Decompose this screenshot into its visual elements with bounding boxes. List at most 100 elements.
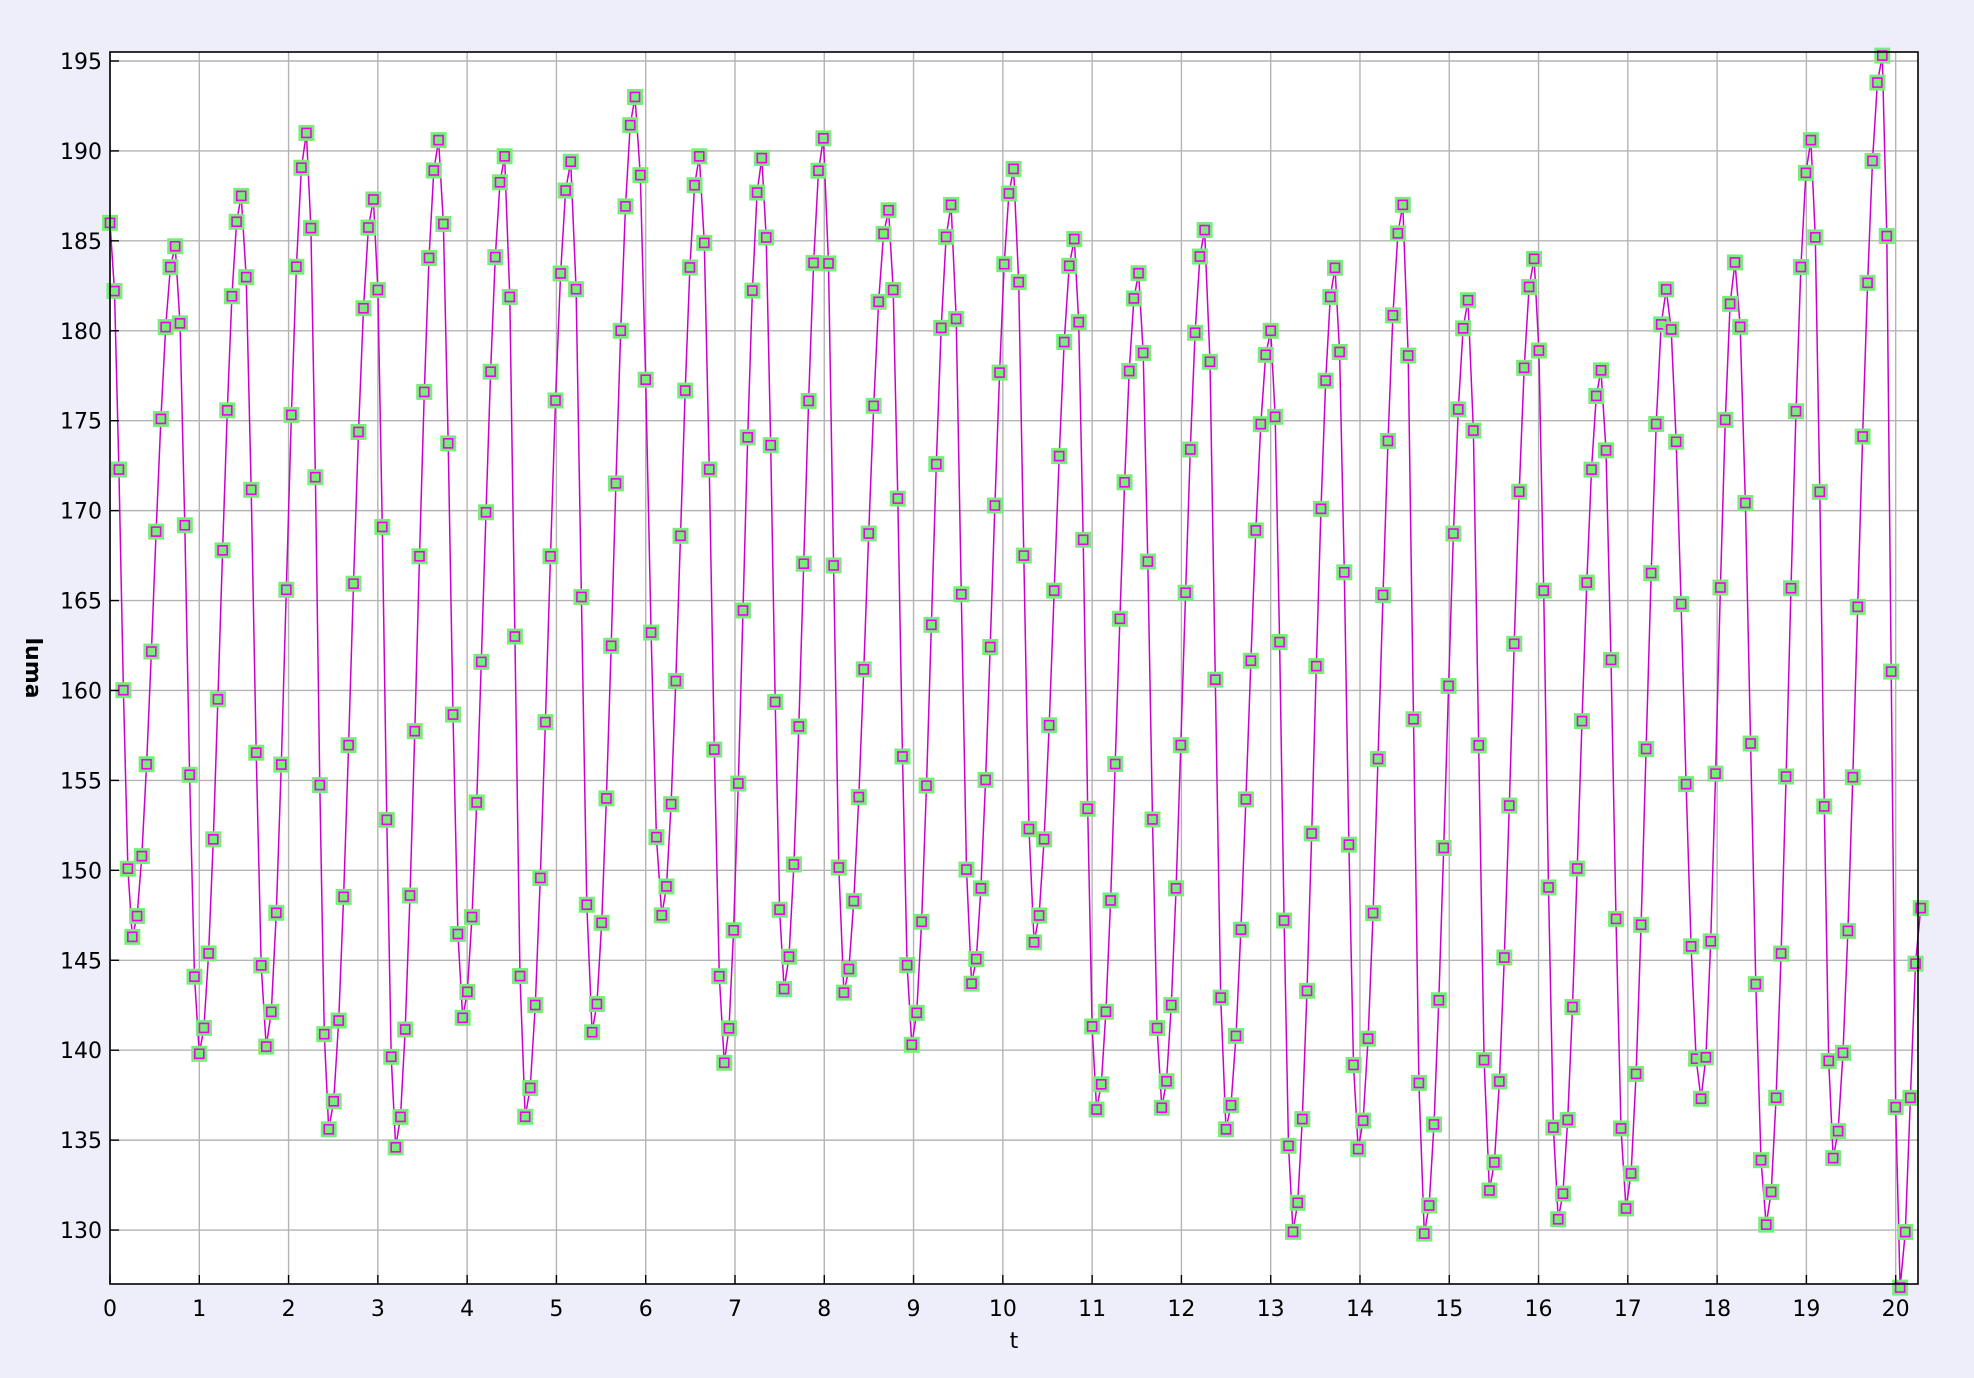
data-point-halo bbox=[835, 984, 852, 1001]
data-point bbox=[1315, 503, 1327, 515]
data-point-halo bbox=[584, 1024, 601, 1041]
data-point-halo bbox=[840, 961, 857, 978]
data-point-halo bbox=[449, 926, 466, 943]
data-point bbox=[1428, 1119, 1440, 1130]
data-point bbox=[1675, 598, 1687, 610]
data-point-halo bbox=[850, 789, 867, 806]
data-point-halo bbox=[278, 581, 295, 598]
data-point bbox=[848, 895, 860, 907]
data-point-halo bbox=[1227, 1027, 1244, 1044]
data-point-halo bbox=[1005, 160, 1022, 177]
data-point-halo bbox=[1907, 955, 1924, 972]
data-point-halo bbox=[1811, 483, 1828, 500]
data-point bbox=[1557, 1188, 1569, 1199]
data-point-halo bbox=[982, 639, 999, 656]
data-point bbox=[698, 237, 710, 249]
data-point bbox=[661, 881, 672, 892]
data-point-halo bbox=[1149, 1020, 1166, 1037]
data-point-halo bbox=[205, 831, 222, 848]
data-point bbox=[423, 252, 435, 264]
data-point bbox=[591, 998, 603, 1010]
data-point bbox=[545, 551, 556, 562]
data-point-halo bbox=[1470, 737, 1487, 754]
data-point-halo bbox=[1717, 411, 1734, 428]
data-point bbox=[1397, 199, 1409, 211]
data-point-halo bbox=[1783, 580, 1800, 597]
data-point-halo bbox=[293, 159, 310, 176]
data-point bbox=[179, 519, 191, 531]
data-point bbox=[377, 521, 388, 533]
data-point bbox=[1484, 1185, 1495, 1196]
data-point bbox=[1452, 404, 1464, 415]
data-point bbox=[1645, 567, 1657, 579]
data-point-halo bbox=[1070, 314, 1087, 331]
data-point-halo bbox=[1061, 257, 1078, 274]
data-point-halo bbox=[1573, 713, 1590, 730]
data-point-halo bbox=[1010, 274, 1027, 291]
data-point bbox=[1650, 418, 1662, 430]
data-point bbox=[1548, 1122, 1559, 1133]
data-point bbox=[1362, 1033, 1374, 1044]
data-point-halo bbox=[1820, 1052, 1837, 1069]
data-point bbox=[1586, 464, 1597, 475]
data-point bbox=[620, 201, 631, 212]
data-point-halo bbox=[1144, 811, 1161, 828]
data-point-halo bbox=[1550, 1211, 1567, 1228]
data-point bbox=[381, 814, 393, 826]
data-point bbox=[560, 185, 571, 196]
data-point-halo bbox=[106, 283, 123, 300]
data-point-halo bbox=[110, 461, 127, 478]
data-point bbox=[1513, 486, 1525, 498]
data-point-halo bbox=[1271, 634, 1288, 651]
plot-area bbox=[110, 52, 1918, 1284]
data-point-halo bbox=[860, 525, 877, 542]
data-point-halo bbox=[1308, 658, 1325, 675]
data-point-halo bbox=[288, 258, 305, 275]
data-point bbox=[462, 986, 473, 998]
data-point bbox=[998, 258, 1010, 270]
data-point bbox=[945, 199, 957, 211]
data-point bbox=[713, 970, 725, 982]
data-point-halo bbox=[1196, 222, 1213, 239]
data-point bbox=[645, 627, 657, 638]
data-point bbox=[670, 675, 682, 687]
data-point bbox=[1053, 450, 1065, 462]
data-point-halo bbox=[355, 300, 372, 317]
data-point-halo bbox=[1242, 652, 1259, 669]
data-point bbox=[476, 656, 487, 668]
data-point bbox=[1800, 167, 1812, 179]
data-point bbox=[368, 194, 379, 205]
data-point-halo bbox=[1747, 976, 1764, 993]
data-point bbox=[1543, 882, 1554, 893]
data-point bbox=[217, 545, 228, 556]
data-point-halo bbox=[845, 893, 862, 910]
data-point bbox=[863, 528, 875, 539]
data-point-halo bbox=[855, 661, 872, 678]
data-point-halo bbox=[607, 475, 624, 492]
data-point-halo bbox=[1864, 152, 1881, 169]
data-point bbox=[1082, 803, 1093, 815]
data-point bbox=[921, 780, 932, 791]
data-point bbox=[141, 758, 152, 770]
data-point-halo bbox=[810, 162, 827, 179]
data-point-halo bbox=[1163, 997, 1180, 1014]
data-point-halo bbox=[1326, 259, 1343, 276]
data-point bbox=[276, 759, 287, 770]
data-point bbox=[385, 1051, 397, 1063]
data-point bbox=[150, 526, 162, 537]
data-point bbox=[1133, 267, 1144, 279]
data-point-halo bbox=[880, 202, 897, 219]
data-point bbox=[1755, 1154, 1767, 1166]
data-point bbox=[428, 165, 440, 176]
data-point bbox=[1038, 833, 1050, 845]
data-point-halo bbox=[1737, 494, 1754, 511]
y-tick-label: 150 bbox=[60, 859, 102, 884]
data-point bbox=[169, 240, 181, 252]
data-point-halo bbox=[219, 402, 236, 419]
data-point bbox=[615, 325, 627, 337]
data-point bbox=[843, 963, 855, 975]
data-point-halo bbox=[1102, 892, 1119, 909]
data-point-halo bbox=[1658, 281, 1675, 298]
data-point bbox=[1292, 1197, 1303, 1209]
data-point bbox=[950, 313, 962, 325]
